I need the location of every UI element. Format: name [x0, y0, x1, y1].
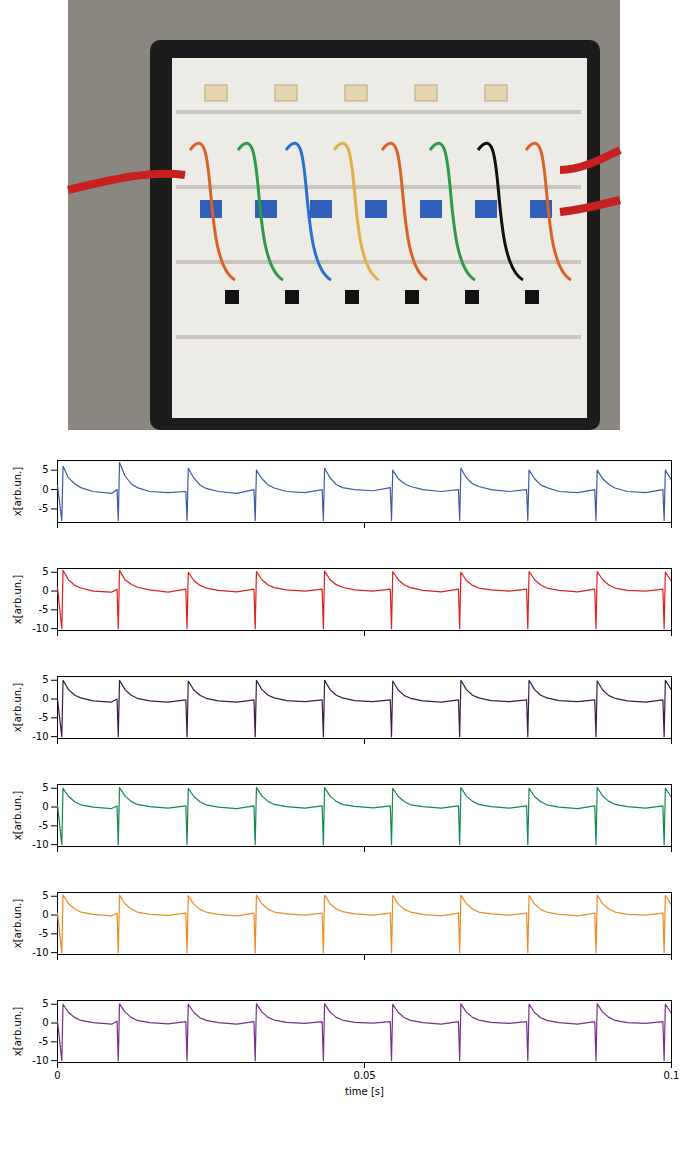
- svg-text:0: 0: [42, 801, 48, 812]
- svg-text:-10: -10: [32, 731, 48, 742]
- svg-text:0.05: 0.05: [353, 1070, 375, 1081]
- svg-text:5: 5: [42, 464, 48, 475]
- svg-text:-5: -5: [39, 503, 49, 514]
- svg-text:x[arb.un.]: x[arb.un.]: [12, 467, 23, 516]
- svg-text:-10: -10: [32, 947, 48, 958]
- svg-text:-10: -10: [32, 1055, 48, 1066]
- svg-text:time [s]: time [s]: [345, 1086, 384, 1097]
- svg-text:-10: -10: [32, 839, 48, 850]
- svg-text:5: 5: [42, 674, 48, 685]
- svg-text:5: 5: [42, 566, 48, 577]
- svg-text:-5: -5: [39, 928, 49, 939]
- svg-text:x[arb.un.]: x[arb.un.]: [12, 575, 23, 624]
- svg-text:0: 0: [42, 909, 48, 920]
- svg-text:-5: -5: [39, 820, 49, 831]
- svg-text:-10: -10: [32, 623, 48, 634]
- svg-text:0.1: 0.1: [664, 1070, 680, 1081]
- svg-text:x[arb.un.]: x[arb.un.]: [12, 1007, 23, 1056]
- svg-text:x[arb.un.]: x[arb.un.]: [12, 899, 23, 948]
- svg-text:-5: -5: [39, 1036, 49, 1047]
- svg-text:x[arb.un.]: x[arb.un.]: [12, 683, 23, 732]
- svg-text:5: 5: [42, 998, 48, 1009]
- svg-text:-5: -5: [39, 604, 49, 615]
- svg-text:0: 0: [54, 1070, 60, 1081]
- svg-text:5: 5: [42, 890, 48, 901]
- svg-text:5: 5: [42, 782, 48, 793]
- svg-text:0: 0: [42, 585, 48, 596]
- svg-text:-5: -5: [39, 712, 49, 723]
- svg-text:0: 0: [42, 484, 48, 495]
- svg-text:0: 0: [42, 693, 48, 704]
- svg-text:0: 0: [42, 1017, 48, 1028]
- svg-text:x[arb.un.]: x[arb.un.]: [12, 791, 23, 840]
